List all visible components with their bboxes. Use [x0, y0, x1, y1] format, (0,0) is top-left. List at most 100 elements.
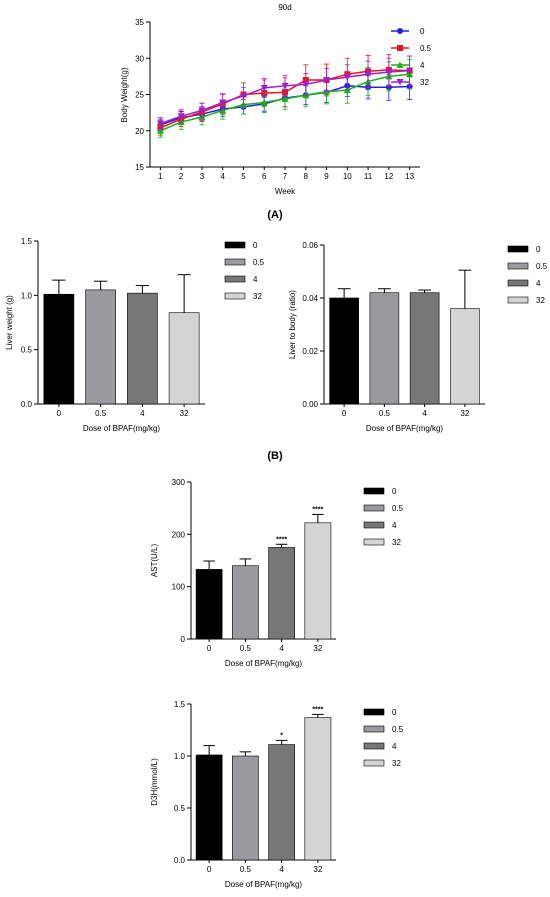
x-tick-label: 7: [283, 172, 288, 181]
x-tick-label: 0: [57, 409, 62, 418]
y-tick-label: 0.06: [302, 241, 318, 250]
dsh-chart: [187, 703, 385, 863]
x-tick-label: 32: [313, 644, 322, 653]
marker-triangle-down: [323, 77, 331, 84]
marker-triangle-down: [177, 113, 185, 120]
significance-label: ****: [276, 536, 287, 543]
legend-label: 4: [392, 742, 397, 751]
y-tick-label: 20: [135, 127, 144, 136]
bar: [268, 547, 295, 640]
x-tick-label: 32: [313, 865, 322, 874]
marker-triangle-down: [239, 92, 247, 100]
x-tick-label: 2: [179, 172, 184, 181]
y-tick-label: 0.0: [21, 400, 33, 409]
legend-entry: [391, 45, 409, 51]
legend-label: 0: [253, 241, 258, 250]
legend-label: 0: [392, 487, 397, 496]
x-tick-label: 0: [342, 409, 347, 418]
legend-swatch: [363, 521, 385, 529]
legend-swatch: [507, 279, 529, 287]
bar: [43, 293, 75, 405]
y-tick-label: 30: [135, 54, 144, 63]
significance-label: ****: [312, 506, 323, 513]
legend-swatch: [363, 504, 385, 512]
y-tick-label: 0.5: [21, 346, 33, 355]
x-tick-label: 0.5: [240, 865, 252, 874]
marker-triangle-down: [396, 79, 404, 86]
x-axis-label: Dose of BPAF(mg/kg): [366, 424, 444, 433]
x-tick-label: 0: [207, 644, 212, 653]
bar: [409, 292, 440, 405]
x-axis-label: Dose of BPAF(mg/kg): [225, 880, 303, 889]
marker-triangle-up: [281, 95, 289, 102]
y-tick-label: 0.00: [302, 400, 318, 409]
y-axis-label: Liver weight (g): [5, 295, 14, 350]
legend-label: 0.5: [536, 262, 548, 271]
legend-label: 4: [392, 521, 397, 530]
y-tick-label: 300: [172, 478, 186, 487]
series-32: [156, 55, 414, 130]
marker-triangle-down: [260, 84, 268, 92]
legend-label: 0.5: [253, 258, 265, 267]
x-tick-label: 4: [279, 865, 284, 874]
y-tick-label: 0.02: [302, 347, 318, 356]
x-tick-label: 0.5: [240, 644, 252, 653]
legend-swatch: [363, 742, 385, 750]
legend-label: 4: [253, 275, 258, 284]
x-tick-label: 4: [422, 409, 427, 418]
legend-label: 0: [536, 245, 541, 254]
x-axis-label: Week: [275, 187, 296, 196]
legend-label: 32: [253, 292, 262, 301]
bar: [168, 312, 200, 405]
significance-label: *: [280, 732, 283, 739]
marker-triangle-up: [260, 98, 268, 106]
x-tick-label: 0.5: [95, 409, 107, 418]
x-tick-label: 5: [241, 172, 246, 181]
x-tick-label: 3: [200, 172, 205, 181]
x-axis-label: Dose of BPAF(mg/kg): [83, 424, 161, 433]
legend-swatch: [363, 487, 385, 495]
legend-swatch: [224, 258, 246, 266]
legend-swatch: [224, 292, 246, 300]
marker-triangle-down: [281, 82, 289, 90]
weight-chart: [146, 21, 420, 170]
legend-label: 4: [420, 61, 425, 70]
significance-label: ****: [312, 706, 323, 713]
bar: [232, 755, 259, 861]
marker-square: [397, 45, 403, 51]
marker-triangle-down: [302, 81, 310, 88]
y-axis-label: AST(U/L): [150, 544, 159, 578]
y-tick-label: 200: [172, 530, 186, 539]
bar: [195, 754, 223, 861]
legend-entry: [391, 61, 409, 68]
legend-swatch: [507, 296, 529, 304]
legend-label: 0.5: [392, 725, 404, 734]
legend-label: 32: [392, 759, 401, 768]
marker-triangle-down: [364, 71, 372, 78]
x-tick-label: 1: [158, 172, 163, 181]
x-tick-label: 0: [207, 865, 212, 874]
x-tick-label: 8: [304, 172, 309, 181]
bar: [329, 297, 359, 405]
panel-label-b: (B): [267, 450, 283, 462]
x-axis-label: Dose of BPAF(mg/kg): [225, 659, 303, 668]
x-tick-label: 6: [262, 172, 267, 181]
marker-triangle-up: [156, 127, 164, 134]
marker-triangle-up: [396, 61, 404, 68]
bar: [127, 292, 158, 405]
x-tick-label: 32: [180, 409, 189, 418]
y-tick-label: 35: [135, 18, 144, 27]
bar: [450, 308, 480, 405]
legend-label: 0: [392, 708, 397, 717]
y-tick-label: 1.0: [174, 752, 186, 761]
x-tick-label: 4: [279, 644, 284, 653]
y-tick-label: 0.04: [302, 294, 318, 303]
marker-circle: [397, 28, 403, 34]
y-axis-label: D3H(mmol/L): [150, 758, 159, 806]
y-tick-label: 1.5: [174, 700, 186, 709]
legend-swatch: [363, 708, 385, 716]
legend-swatch: [363, 538, 385, 546]
bar: [232, 565, 259, 640]
marker-triangle-down: [406, 67, 414, 75]
